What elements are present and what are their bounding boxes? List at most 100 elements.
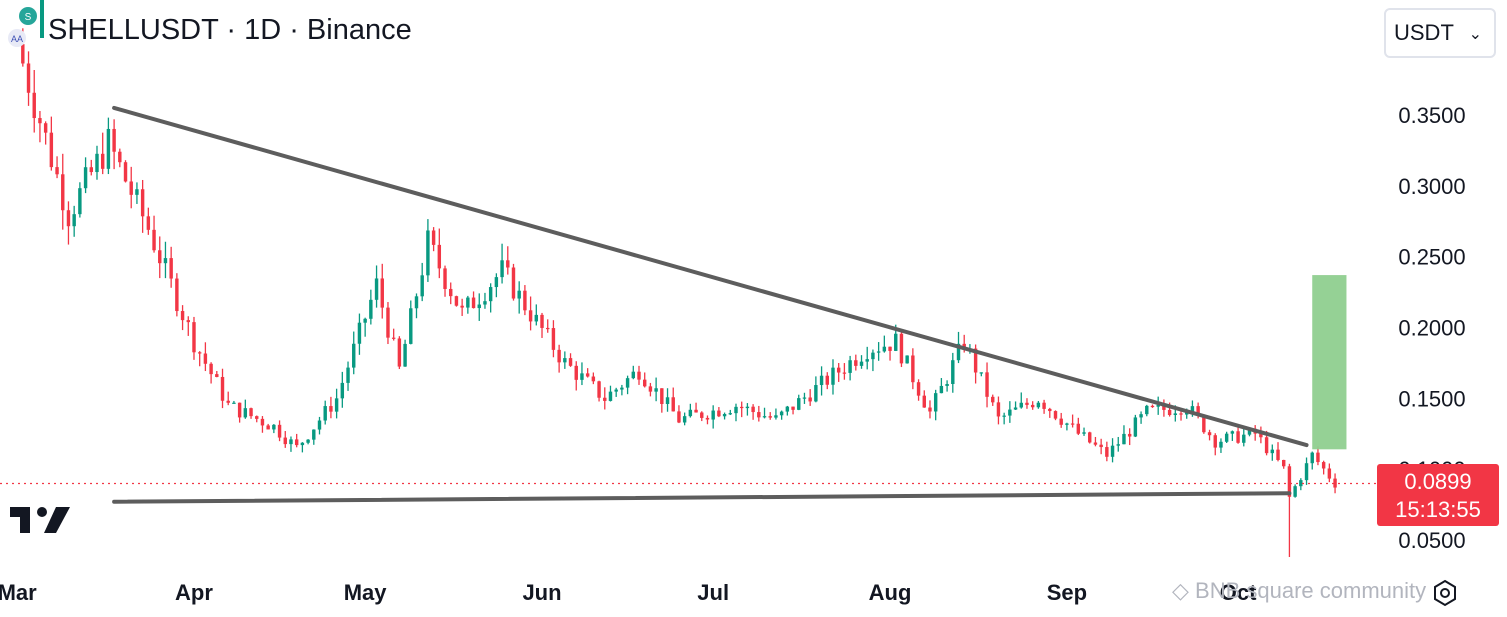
candle (1019, 392, 1023, 409)
candle-body (391, 337, 396, 339)
candle (49, 116, 54, 171)
candle (352, 331, 356, 375)
candle (1070, 414, 1075, 428)
candle (911, 348, 915, 390)
candle-body (100, 153, 105, 169)
candle (797, 394, 801, 411)
candle-body (654, 388, 658, 392)
candle-body (802, 397, 807, 399)
candle (705, 415, 710, 425)
candle-body (78, 188, 82, 215)
candle (1293, 484, 1297, 498)
candle-body (21, 44, 25, 64)
candle (660, 388, 664, 413)
candle-body (956, 343, 961, 361)
currency-select-value: USDT (1394, 20, 1454, 45)
candle (876, 342, 881, 361)
candle (888, 346, 892, 361)
candle (249, 407, 253, 419)
candle-body (1230, 431, 1235, 434)
candle (511, 263, 516, 301)
candle-body (220, 376, 225, 401)
candle-body (255, 416, 259, 419)
candle (334, 388, 339, 419)
candle (694, 402, 698, 413)
candle-body (1048, 408, 1052, 412)
candle-body (517, 290, 521, 299)
candle-body (374, 278, 379, 300)
candle (842, 363, 847, 380)
candle-body (700, 412, 704, 418)
candle-body (1316, 452, 1320, 463)
candle-body (483, 301, 487, 305)
candle-body (152, 229, 156, 251)
candle (1048, 407, 1052, 418)
candle (528, 296, 533, 331)
candle (1156, 396, 1160, 415)
candle-body (511, 267, 516, 299)
settings-icon[interactable] (1430, 578, 1460, 608)
candle (608, 385, 613, 402)
candle (1321, 460, 1326, 475)
candle (1059, 412, 1063, 428)
candle-body (175, 278, 179, 312)
candle-body (471, 297, 476, 309)
candle (1150, 404, 1155, 408)
candle-body (991, 396, 995, 403)
candle (1316, 446, 1320, 466)
candle (55, 156, 59, 179)
candle-body (431, 230, 436, 245)
candle-body (916, 382, 921, 396)
candle-body (534, 314, 539, 322)
currency-select[interactable]: USDT ⌄ (1384, 8, 1496, 58)
candle (991, 394, 995, 406)
candle-body (905, 355, 909, 364)
candle (175, 273, 179, 317)
candle-body (232, 402, 236, 404)
candle-body (528, 310, 533, 322)
candle (272, 424, 276, 434)
candle (186, 316, 190, 336)
candle (437, 228, 442, 279)
candle-body (642, 379, 647, 387)
candle-body (426, 230, 430, 276)
candle-body (665, 397, 670, 404)
candle-body (249, 408, 253, 417)
y-tick-label: 0.0500 (1398, 528, 1465, 553)
candle-body (1093, 442, 1098, 445)
candle-body (192, 322, 196, 353)
candle-body (979, 372, 984, 374)
candle (1213, 433, 1217, 456)
candle (534, 304, 539, 326)
candle-body (574, 365, 578, 380)
svg-text:S: S (25, 12, 32, 23)
candle-body (1139, 414, 1143, 418)
candle-body (580, 373, 584, 380)
candle (135, 182, 139, 204)
candle-body (1162, 404, 1166, 410)
candle (1013, 401, 1018, 410)
candle (637, 365, 641, 385)
candle (1139, 411, 1143, 424)
candle (232, 400, 236, 404)
candle (1259, 426, 1263, 444)
current-price-tag: 0.0899 15:13:55 (1377, 464, 1499, 526)
candle-body (66, 210, 71, 227)
current-price-value: 0.0899 (1404, 469, 1472, 494)
candle (409, 300, 413, 345)
candle (289, 436, 293, 452)
candle-body (449, 288, 453, 297)
svg-text:AA: AA (11, 34, 23, 44)
candle (568, 353, 573, 367)
candle (1127, 428, 1132, 446)
candle (146, 207, 151, 235)
candle (728, 409, 733, 416)
candle-body (363, 318, 367, 323)
candle (574, 361, 578, 391)
candle-body (825, 375, 829, 385)
candle-body (717, 410, 721, 417)
candle-body (585, 373, 590, 377)
candle-body (1127, 433, 1132, 437)
tradingview-logo-icon[interactable] (8, 503, 72, 537)
